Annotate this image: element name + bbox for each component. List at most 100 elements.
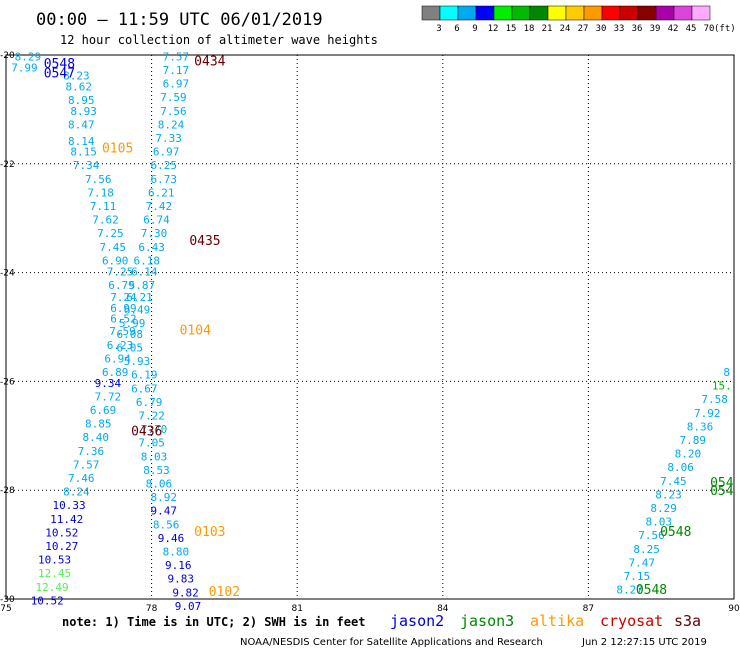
legend-swatch xyxy=(493,5,513,21)
wave-height-value: 10.52 xyxy=(45,526,78,539)
wave-height-value: 6.73 xyxy=(150,173,177,186)
footer-timestamp: Jun 2 12:27:15 UTC 2019 xyxy=(581,637,707,648)
wave-height-value: 7.11 xyxy=(90,200,117,213)
wave-height-value: 10.53 xyxy=(38,554,71,567)
wave-height-value: 9.83 xyxy=(167,573,194,586)
legend-swatch xyxy=(673,5,693,21)
wave-height-value: 8.40 xyxy=(83,431,110,444)
legend-swatch xyxy=(547,5,567,21)
legend-swatch xyxy=(619,5,639,21)
legend-bin-label: 3 xyxy=(436,24,441,34)
wave-height-value: 8.24 xyxy=(63,486,90,499)
legend-bin-label: 70 xyxy=(704,24,715,34)
graticule xyxy=(6,55,734,599)
wave-height-value: 7.56 xyxy=(638,529,665,542)
footer-note: note: 1) Time is in UTC; 2) SWH is in fe… xyxy=(62,615,365,629)
legend-swatch xyxy=(655,5,675,21)
wave-height-value: 8.53 xyxy=(143,464,170,477)
legend-bin-label: 9 xyxy=(472,24,477,34)
wave-height-value: 7.42 xyxy=(146,200,173,213)
y-tick-label: -30 xyxy=(0,595,15,605)
wave-height-value: 8.20 xyxy=(675,448,702,461)
legend-swatch xyxy=(511,5,531,21)
wave-height-value: 7.92 xyxy=(694,407,721,420)
pass-label: 0548 xyxy=(660,525,691,540)
wave-height-value: 6.19 xyxy=(131,369,158,382)
y-tick-label: -22 xyxy=(0,160,15,170)
pass-label: 054 xyxy=(710,476,734,491)
wave-height-value: 8.93 xyxy=(70,105,97,118)
wave-height-value: 7.70 xyxy=(141,423,168,436)
wave-height-value: 7.58 xyxy=(701,393,728,406)
wave-height-value: 15. xyxy=(712,380,732,393)
wave-height-value: 7.05 xyxy=(138,437,165,450)
legend-bin-label: 12 xyxy=(488,24,499,34)
pass-label: 0548 xyxy=(44,57,75,72)
wave-height-value: 7.99 xyxy=(11,61,38,74)
wave-height-value: 6.14 xyxy=(131,265,158,278)
wave-height-value: 8.24 xyxy=(158,118,185,131)
wave-height-value: 8.23 xyxy=(63,69,90,82)
wave-height-value: 6.21 xyxy=(126,291,153,304)
wave-height-value: 8.03 xyxy=(141,450,168,463)
legend-bin-label: 45 xyxy=(686,24,697,34)
wave-height-value: 7.34 xyxy=(73,159,100,172)
legend-bin-label: 18 xyxy=(524,24,535,34)
wave-height-value: 5.93 xyxy=(124,355,151,368)
wave-height-value: 8.29 xyxy=(650,502,677,515)
wave-height-value: 7.33 xyxy=(155,132,182,145)
legend-bin-label: 27 xyxy=(578,24,589,34)
plot-frame xyxy=(5,54,735,600)
x-tick-label: 84 xyxy=(437,604,449,614)
map-title: 00:00 – 11:59 UTC 06/01/2019 xyxy=(36,10,323,30)
pass-label: 0103 xyxy=(194,525,225,540)
pass-label: 054 xyxy=(710,484,734,499)
wave-height-value: 6.79 xyxy=(108,279,135,292)
legend-jason3: jason3 xyxy=(460,612,514,630)
wave-height-value: 9.46 xyxy=(158,532,185,545)
x-tick-label: 75 xyxy=(0,604,11,614)
legend-bin-label: 6 xyxy=(454,24,459,34)
wave-height-value: 7.57 xyxy=(73,458,100,471)
wave-height-value: 8.92 xyxy=(150,491,177,504)
pass-label: 0435 xyxy=(189,234,220,249)
wave-height-value: 6.08 xyxy=(117,328,144,341)
pass-label: 0102 xyxy=(209,585,240,600)
pass-label: 0547 xyxy=(44,66,75,81)
x-tick-label: 90 xyxy=(728,604,740,614)
wave-height-value: 8.03 xyxy=(646,516,673,529)
x-tick-label: 78 xyxy=(146,604,158,614)
wave-height-value: 11.42 xyxy=(50,513,83,526)
wave-height-value: 9.16 xyxy=(165,559,192,572)
wave-height-value: 6.89 xyxy=(102,366,129,379)
legend-bin-label: 39 xyxy=(650,24,661,34)
legend-cryosat: cryosat xyxy=(600,612,663,630)
wave-height-value: 8.23 xyxy=(655,488,682,501)
pass-label: 0548 xyxy=(636,583,667,598)
legend-swatch xyxy=(421,5,441,21)
map-subtitle: 12 hour collection of altimeter wave hei… xyxy=(60,33,378,47)
wave-height-value: 12.45 xyxy=(38,567,71,580)
x-tick-label: 87 xyxy=(583,604,594,614)
wave-height-value: 7.46 xyxy=(68,472,95,485)
wave-height-value: 7.17 xyxy=(163,64,190,77)
wave-height-value: 5.87 xyxy=(129,279,156,292)
y-tick-label: -26 xyxy=(0,377,15,387)
wave-height-value: 6.23 xyxy=(107,339,134,352)
legend-s3a: s3a xyxy=(674,612,701,630)
wave-height-value: 7.36 xyxy=(78,445,105,458)
legend-swatch xyxy=(601,5,621,21)
wave-height-value: 8.36 xyxy=(687,420,714,433)
wave-height-value: 6.97 xyxy=(153,146,180,159)
wave-height-value: 8.56 xyxy=(153,518,180,531)
wave-height-value: 9.82 xyxy=(172,586,199,599)
wave-height-value: 6.18 xyxy=(133,254,160,267)
wave-height-value: 7.45 xyxy=(100,241,127,254)
wave-height-value: 9.07 xyxy=(175,600,202,613)
wave-height-value: 6.49 xyxy=(124,303,151,316)
wave-height-value: 6.67 xyxy=(131,382,158,395)
wave-height-value: 6.69 xyxy=(90,404,117,417)
pass-labels: 0548054704340105043501040436010301020548… xyxy=(44,54,734,599)
wave-height-value: 8.47 xyxy=(68,118,95,131)
